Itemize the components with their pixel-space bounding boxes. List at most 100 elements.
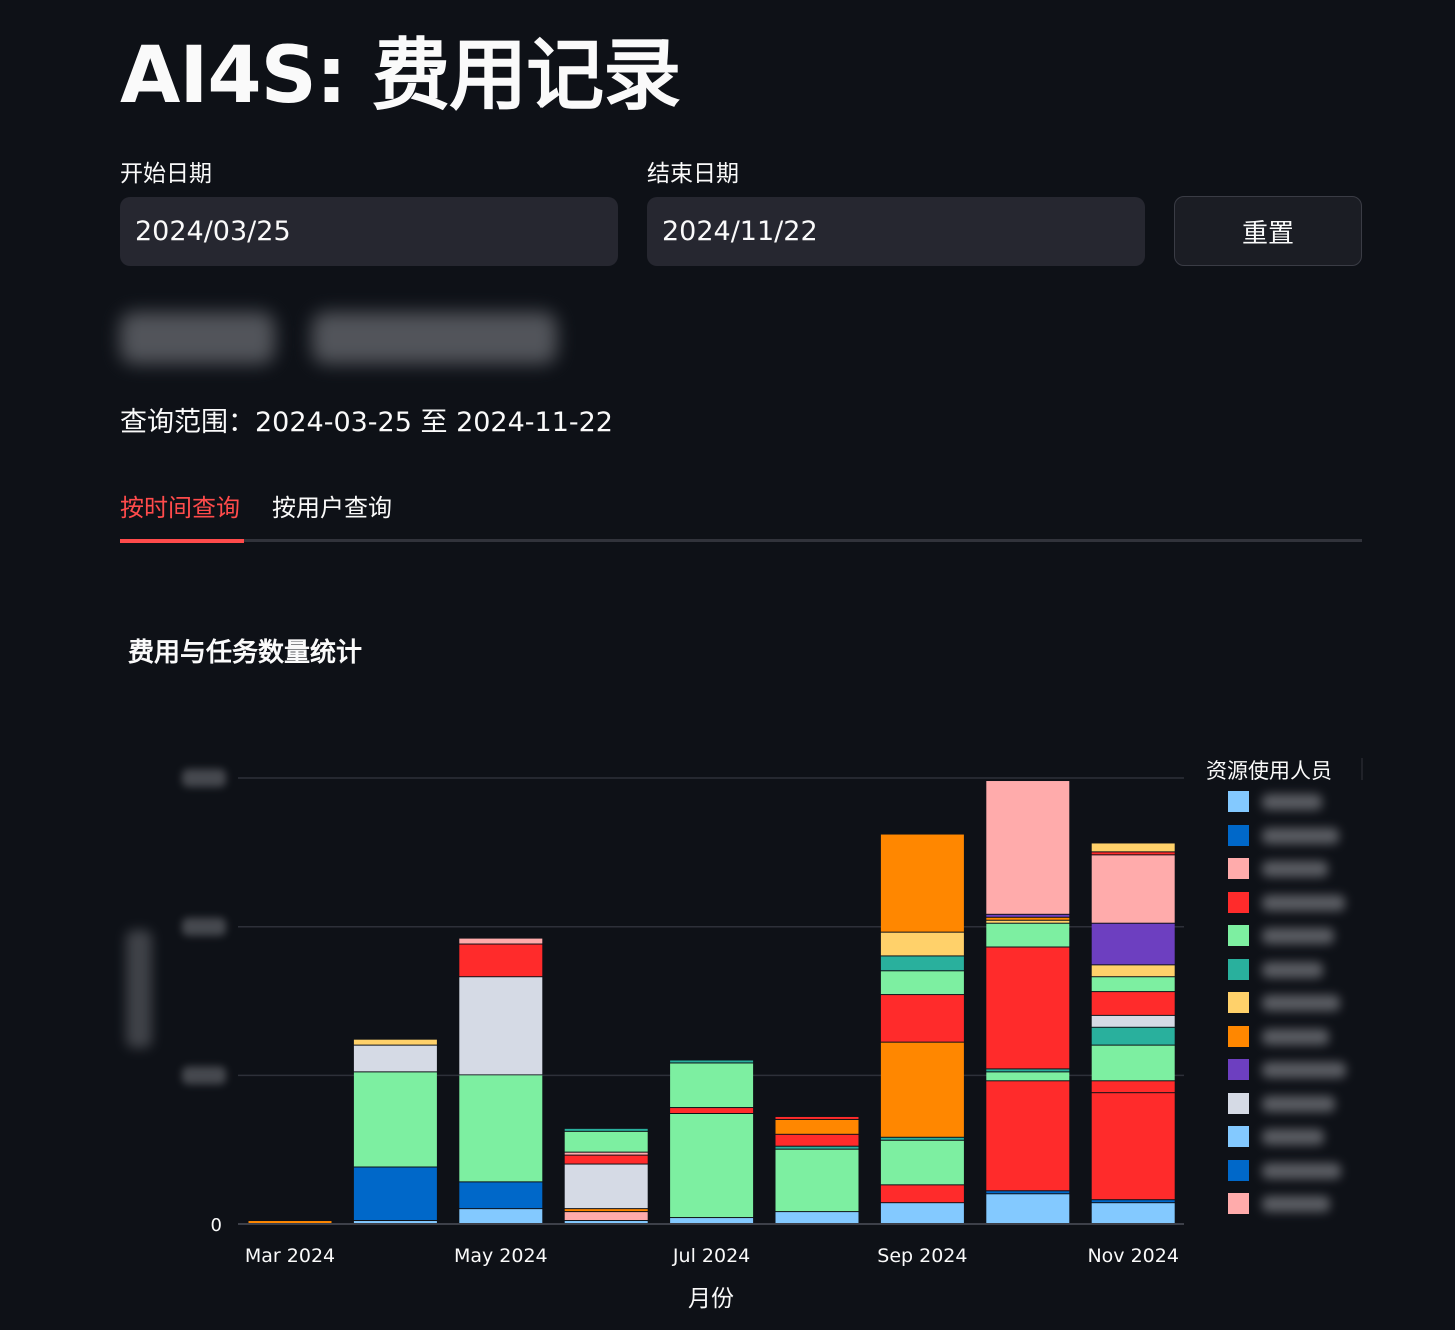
legend-swatch[interactable]: [1228, 1059, 1249, 1080]
bar-segment: [564, 1212, 648, 1221]
bar-segment: [248, 1221, 332, 1223]
reset-button[interactable]: 重置: [1174, 196, 1362, 266]
redacted-legend-label: [1262, 861, 1328, 877]
redacted-y-tick-label: [182, 769, 226, 788]
bar-segment: [459, 977, 543, 1075]
bar-segment: [564, 1128, 648, 1131]
bar-segment: [1091, 923, 1175, 965]
legend-swatch[interactable]: [1228, 891, 1249, 913]
tab-track: [120, 539, 1362, 542]
end-date-label: 结束日期: [647, 161, 739, 187]
legend-swatch[interactable]: [1228, 824, 1249, 846]
bar-segment: [1091, 1027, 1175, 1045]
bar-segment: [353, 1045, 437, 1072]
bar-segment: [1091, 855, 1175, 923]
bar-segment: [880, 1185, 964, 1203]
tab-by-user[interactable]: 按用户查询: [272, 494, 392, 522]
chart-title: 费用与任务数量统计: [128, 638, 363, 668]
y-tick-label: 0: [211, 1215, 222, 1236]
bar-segment: [986, 1081, 1070, 1191]
bar-segment: [880, 971, 964, 995]
bar-segment: [775, 1212, 859, 1223]
bar-segment: [986, 1191, 1070, 1194]
redacted-legend-label: [1262, 961, 1323, 978]
x-tick-label: Mar 2024: [245, 1245, 335, 1267]
x-tick-label: Sep 2024: [877, 1245, 967, 1267]
bar-segment: [1091, 1045, 1175, 1081]
bar-segment: [986, 917, 1070, 920]
bar-segment: [564, 1152, 648, 1155]
tab-by-time[interactable]: 按时间查询: [120, 494, 240, 522]
legend-swatch[interactable]: [1228, 1193, 1249, 1214]
bar-segment: [353, 1221, 437, 1223]
bar-segment: [775, 1146, 859, 1149]
bar-segment: [353, 1072, 437, 1167]
bar-segment: [880, 1042, 964, 1137]
bar-segment: [564, 1221, 648, 1223]
x-tick-label: May 2024: [454, 1245, 548, 1267]
bar-segment: [459, 1209, 543, 1223]
legend-swatch[interactable]: [1228, 925, 1249, 946]
bar-segment: [670, 1063, 754, 1108]
bar-segment: [775, 1149, 859, 1212]
bar-segment: [564, 1155, 648, 1164]
query-range-text: 查询范围：2024-03-25 至 2024-11-22: [120, 407, 613, 438]
bar-segment: [880, 932, 964, 956]
bar-segment: [880, 1137, 964, 1140]
bar-segment: [775, 1119, 859, 1134]
x-tick-label: Nov 2024: [1087, 1245, 1178, 1267]
start-date-input[interactable]: [120, 197, 618, 266]
bar-segment: [775, 1116, 859, 1119]
redacted-block: [120, 312, 275, 364]
bar-segment: [1091, 965, 1175, 977]
bar-segment: [670, 1218, 754, 1223]
bar-segment: [459, 1182, 543, 1209]
legend-swatch[interactable]: [1228, 858, 1249, 879]
redacted-legend-label: [1262, 1196, 1330, 1212]
bar-segment: [670, 1108, 754, 1113]
bar-segment: [880, 834, 964, 932]
redacted-legend-label: [1262, 928, 1334, 944]
bar-segment: [880, 995, 964, 1042]
legend-swatch[interactable]: [1228, 1159, 1249, 1181]
bar-segment: [880, 1203, 964, 1223]
end-date-input[interactable]: [647, 197, 1145, 266]
redacted-legend-label: [1262, 1129, 1324, 1145]
bar-segment: [353, 1039, 437, 1045]
redacted-legend-label: [1262, 995, 1340, 1011]
legend-swatch[interactable]: [1228, 1025, 1249, 1047]
page-title: AI4S: 费用记录: [120, 31, 681, 121]
bar-segment: [1091, 843, 1175, 852]
bar-segment: [1091, 1203, 1175, 1223]
start-date-label: 开始日期: [120, 161, 212, 187]
legend-swatch[interactable]: [1228, 1126, 1249, 1147]
legend-swatch[interactable]: [1228, 791, 1249, 812]
legend-swatch[interactable]: [1228, 992, 1249, 1013]
bar-segment: [986, 920, 1070, 923]
bar-segment: [1091, 852, 1175, 855]
redacted-y-axis-title: [126, 930, 152, 1048]
redacted-legend-label: [1262, 1095, 1335, 1112]
redacted-legend-label: [1262, 1162, 1341, 1179]
bar-segment: [353, 1167, 437, 1221]
bar-segment: [880, 956, 964, 971]
redacted-legend-label: [1262, 1028, 1329, 1045]
bar-segment: [670, 1060, 754, 1063]
bar-segment: [986, 914, 1070, 917]
legend-swatch[interactable]: [1228, 1092, 1249, 1114]
bar-segment: [1091, 1200, 1175, 1203]
bar-segment: [1091, 1093, 1175, 1200]
bar-segment: [986, 1069, 1070, 1072]
bar-segment: [1091, 992, 1175, 1015]
x-axis-title: 月份: [688, 1286, 734, 1312]
bar-segment: [1091, 1081, 1175, 1093]
bar-segment: [459, 1075, 543, 1182]
bar-segment: [986, 781, 1070, 914]
bar-segment: [986, 1194, 1070, 1223]
redacted-y-tick-label: [182, 1066, 226, 1085]
legend-swatch[interactable]: [1228, 958, 1249, 980]
bar-segment: [1091, 1015, 1175, 1027]
redacted-legend-label: [1262, 827, 1339, 844]
redacted-block: [312, 312, 557, 364]
